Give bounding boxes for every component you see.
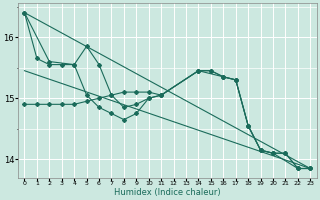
X-axis label: Humidex (Indice chaleur): Humidex (Indice chaleur) [114,188,221,197]
